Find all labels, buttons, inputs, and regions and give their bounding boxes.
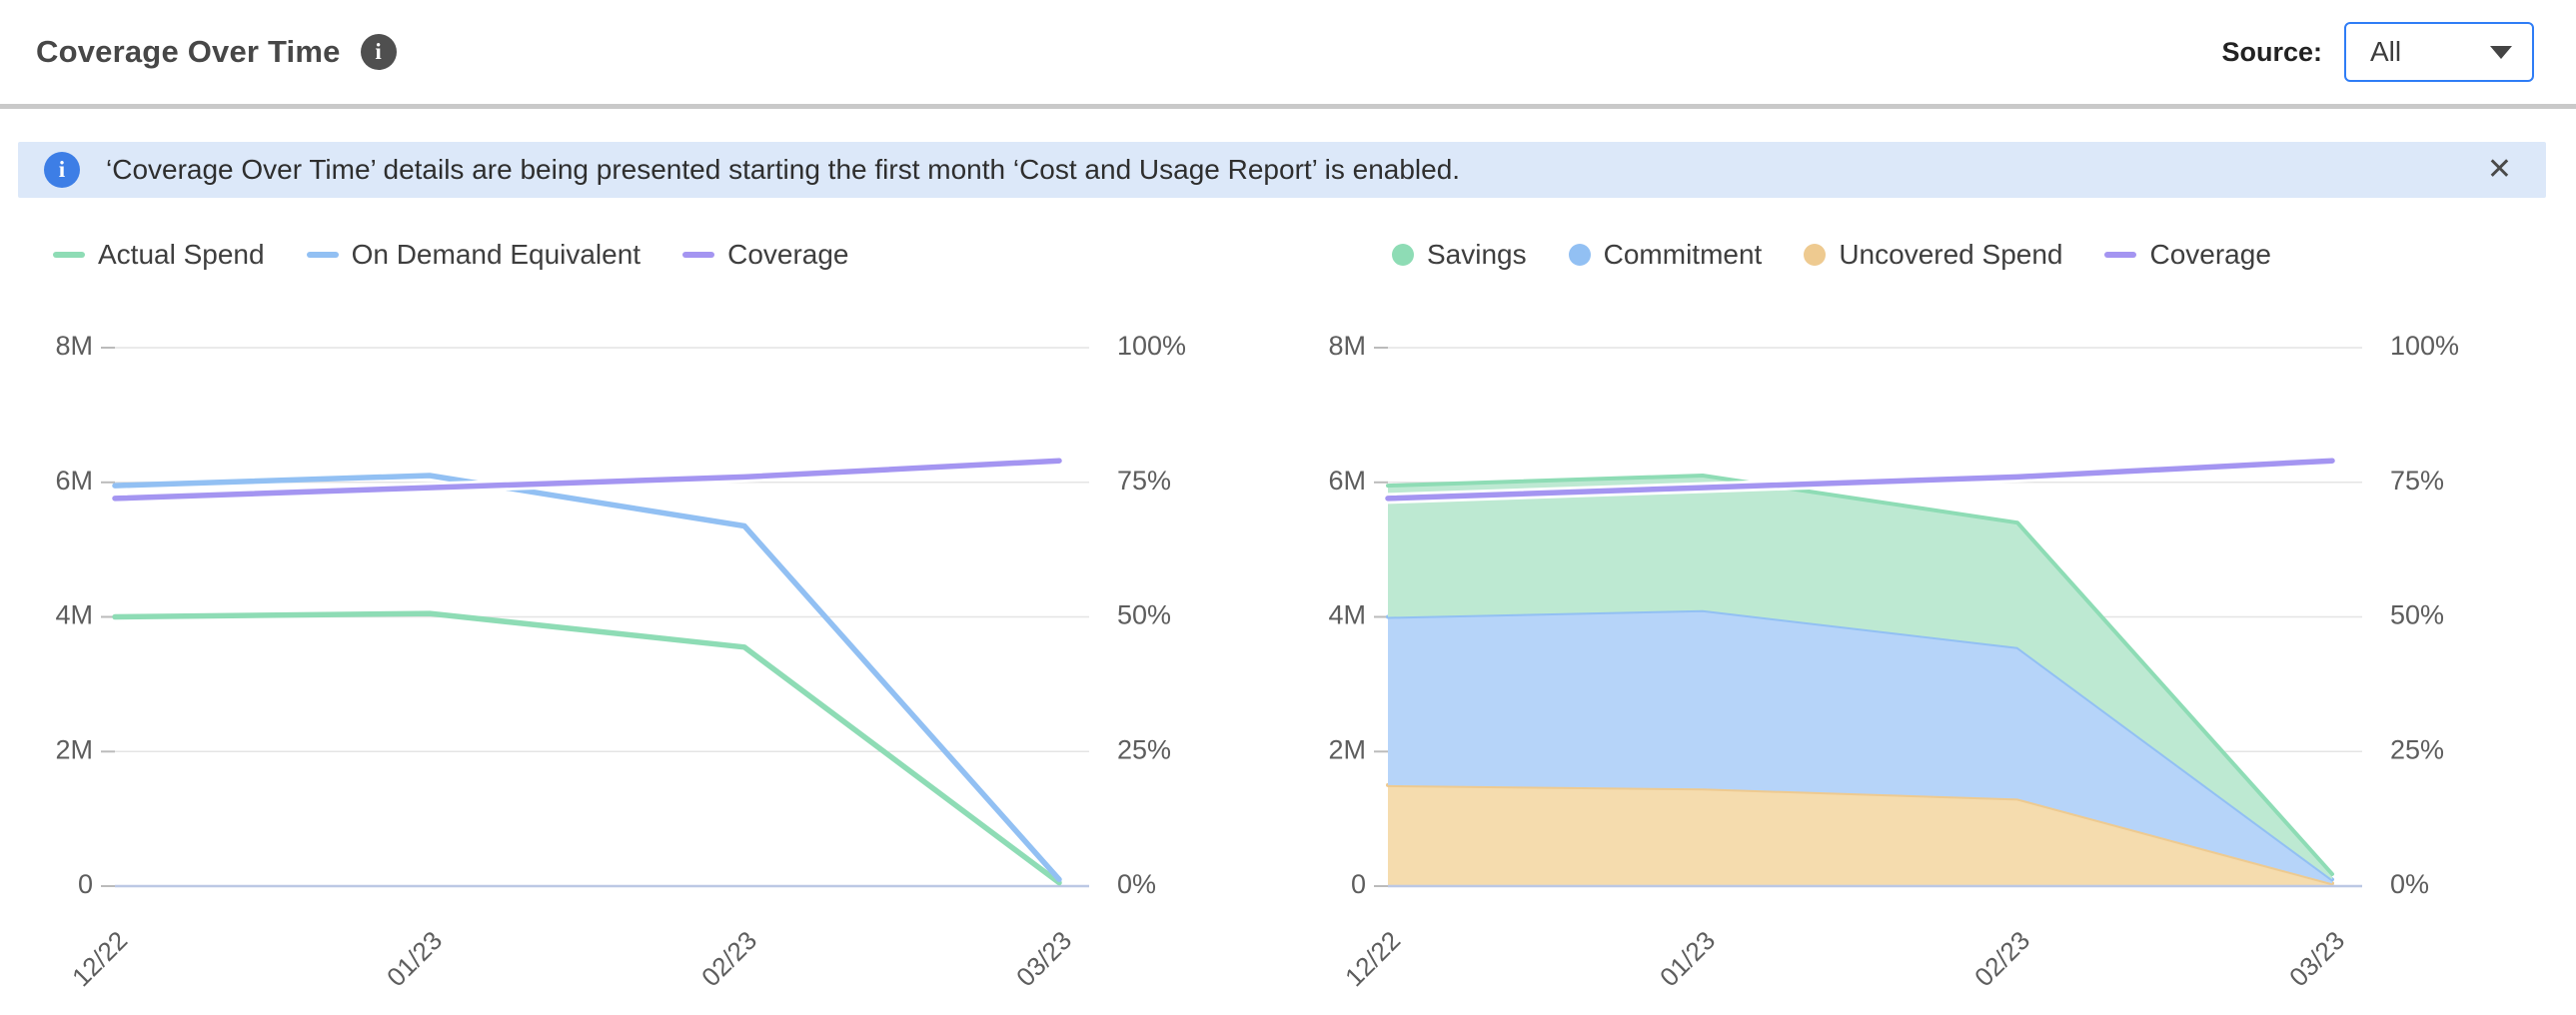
legend-item-commitment[interactable]: Commitment bbox=[1568, 239, 1763, 271]
svg-text:01/23: 01/23 bbox=[381, 925, 448, 992]
info-icon[interactable]: i bbox=[360, 34, 397, 70]
legend-label: Savings bbox=[1427, 239, 1527, 270]
legend-line-swatch bbox=[306, 252, 339, 258]
charts-row: Actual Spend On Demand Equivalent Coverage… bbox=[0, 198, 2576, 999]
info-banner: i ‘Coverage Over Time’ details are being… bbox=[18, 142, 2546, 198]
svg-text:50%: 50% bbox=[2390, 600, 2444, 630]
svg-text:50%: 50% bbox=[1117, 600, 1171, 630]
svg-text:4M: 4M bbox=[1328, 600, 1366, 630]
source-selected-value: All bbox=[2370, 36, 2402, 67]
svg-text:03/23: 03/23 bbox=[2283, 925, 2350, 992]
svg-text:2M: 2M bbox=[1328, 734, 1366, 764]
svg-text:2M: 2M bbox=[55, 734, 93, 764]
svg-text:8M: 8M bbox=[1328, 331, 1366, 361]
area-chart-legend: Savings Commitment Uncovered Spend Coverage bbox=[1392, 233, 2561, 277]
legend-line-swatch bbox=[682, 252, 715, 258]
legend-dot-swatch bbox=[1804, 244, 1827, 266]
legend-label: Coverage bbox=[2149, 239, 2271, 270]
svg-text:4M: 4M bbox=[55, 600, 93, 630]
legend-line-swatch bbox=[2104, 252, 2137, 258]
legend-item-savings[interactable]: Savings bbox=[1392, 239, 1527, 271]
svg-text:100%: 100% bbox=[1117, 331, 1186, 361]
svg-text:100%: 100% bbox=[2390, 331, 2459, 361]
legend-label: Uncovered Spend bbox=[1839, 239, 2063, 270]
svg-text:75%: 75% bbox=[2390, 466, 2444, 496]
svg-text:75%: 75% bbox=[1117, 466, 1171, 496]
legend-label: On Demand Equivalent bbox=[351, 239, 642, 270]
legend-item-coverage[interactable]: Coverage bbox=[2104, 239, 2271, 271]
legend-item-uncovered-spend[interactable]: Uncovered Spend bbox=[1804, 239, 2062, 271]
svg-text:8M: 8M bbox=[55, 331, 93, 361]
svg-text:01/23: 01/23 bbox=[1654, 925, 1721, 992]
svg-text:25%: 25% bbox=[2390, 734, 2444, 764]
close-icon[interactable]: ✕ bbox=[2479, 151, 2520, 189]
chart-coverage-breakdown: Savings Commitment Uncovered Spend Coverage… bbox=[1288, 198, 2561, 999]
svg-text:02/23: 02/23 bbox=[1968, 925, 2035, 992]
legend-label: Commitment bbox=[1603, 239, 1763, 270]
svg-text:12/22: 12/22 bbox=[1339, 925, 1406, 992]
svg-text:6M: 6M bbox=[1328, 466, 1366, 496]
svg-text:02/23: 02/23 bbox=[695, 925, 762, 992]
svg-text:0%: 0% bbox=[2390, 869, 2429, 899]
header-divider bbox=[0, 104, 2576, 109]
chart-spend-vs-on-demand: Actual Spend On Demand Equivalent Coverage… bbox=[15, 198, 1288, 999]
legend-item-on-demand-equivalent[interactable]: On Demand Equivalent bbox=[306, 239, 642, 271]
source-filter: Source: All bbox=[2221, 22, 2534, 82]
page-title: Coverage Over Time bbox=[36, 34, 341, 69]
svg-text:03/23: 03/23 bbox=[1010, 925, 1077, 992]
source-label: Source: bbox=[2221, 36, 2322, 67]
chevron-down-icon bbox=[2490, 45, 2512, 59]
svg-text:0: 0 bbox=[1351, 869, 1366, 899]
legend-item-actual-spend[interactable]: Actual Spend bbox=[53, 239, 265, 271]
legend-label: Coverage bbox=[727, 239, 849, 270]
svg-text:6M: 6M bbox=[55, 466, 93, 496]
line-chart-svg[interactable]: 0 0% 2M 25% 4M 50% 6M 75% 8M 100% 12/22 01/23 02/23 0… bbox=[15, 280, 1288, 999]
area-chart-svg[interactable]: 0 0% 2M 25% 4M 50% 6M 75% 8M 100% 12/22 01/23 02/23 0… bbox=[1288, 280, 2561, 999]
legend-line-swatch bbox=[53, 252, 85, 258]
legend-dot-swatch bbox=[1568, 244, 1591, 266]
info-circle-icon: i bbox=[44, 152, 80, 188]
legend-label: Actual Spend bbox=[98, 239, 265, 270]
banner-message: ‘Coverage Over Time’ details are being p… bbox=[106, 154, 1461, 185]
legend-dot-swatch bbox=[1392, 244, 1414, 266]
svg-text:25%: 25% bbox=[1117, 734, 1171, 764]
svg-text:0%: 0% bbox=[1117, 869, 1156, 899]
svg-text:0: 0 bbox=[78, 869, 93, 899]
header-title-group: Coverage Over Time i bbox=[36, 34, 397, 70]
legend-item-coverage[interactable]: Coverage bbox=[682, 239, 849, 271]
svg-text:12/22: 12/22 bbox=[66, 925, 133, 992]
source-dropdown[interactable]: All bbox=[2344, 22, 2534, 82]
line-chart-legend: Actual Spend On Demand Equivalent Coverage bbox=[53, 233, 1288, 277]
header: Coverage Over Time i Source: All bbox=[0, 0, 2576, 104]
